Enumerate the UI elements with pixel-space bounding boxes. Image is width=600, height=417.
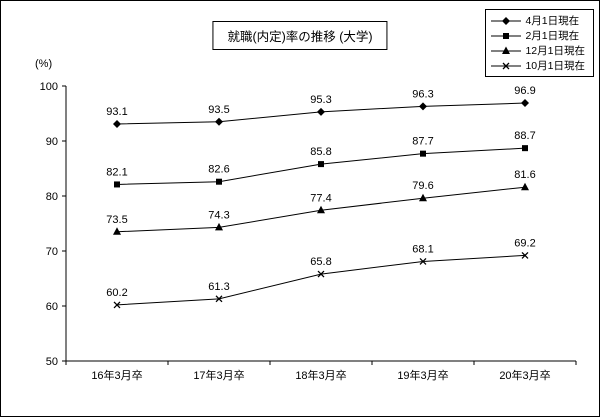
legend-label: 4月1日現在 — [525, 15, 580, 27]
data-point-label: 73.5 — [106, 214, 127, 226]
chart-legend: 4月1日現在 2月1日現在 12月1日現在 10月1日現在 — [485, 9, 594, 77]
diamond-marker-icon — [215, 117, 223, 126]
x-marker-icon — [503, 62, 510, 69]
diamond-marker-icon — [502, 16, 511, 25]
triangle-marker-icon — [215, 222, 223, 231]
diamond-marker-icon — [521, 99, 529, 108]
triangle-marker-icon — [317, 205, 325, 214]
square-marker-icon — [522, 145, 528, 152]
diamond-marker-icon — [113, 119, 121, 128]
triangle-marker-icon — [502, 46, 511, 54]
x-marker-icon — [317, 270, 325, 278]
x-marker-icon — [491, 62, 522, 69]
data-point-label: 81.6 — [514, 169, 535, 181]
x-category-label: 17年3月卒 — [193, 368, 244, 382]
data-point-label: 60.2 — [106, 287, 127, 299]
legend-label: 12月1日現在 — [525, 45, 585, 57]
data-point-label: 87.7 — [412, 136, 433, 148]
square-marker-icon — [503, 32, 510, 39]
y-tick-label: 90 — [46, 136, 58, 148]
chart-title: 就職(内定)率の推移 (大学) — [212, 21, 388, 50]
y-axis-unit-label: (%) — [35, 58, 53, 70]
data-point-label: 77.4 — [310, 192, 331, 204]
data-point-label: 69.2 — [514, 237, 535, 249]
data-point-label: 74.3 — [208, 209, 229, 221]
data-point-label: 96.9 — [514, 85, 535, 97]
data-point-label: 93.5 — [208, 104, 229, 116]
y-tick-label: 80 — [46, 191, 58, 203]
y-tick-label: 70 — [46, 246, 58, 258]
data-point-label: 65.8 — [310, 256, 331, 268]
x-category-label: 18年3月卒 — [295, 368, 346, 382]
x-marker-icon — [215, 295, 223, 303]
triangle-marker-icon — [491, 46, 522, 54]
diamond-marker-icon — [491, 16, 522, 25]
triangle-marker-icon — [113, 227, 121, 235]
diamond-marker-icon — [419, 102, 427, 111]
legend-item-x: 10月1日現在 — [491, 58, 585, 73]
diamond-marker-icon — [317, 107, 325, 116]
data-point-label: 82.1 — [106, 166, 127, 178]
square-marker-icon — [491, 32, 522, 39]
data-point-label: 82.6 — [208, 164, 229, 176]
data-point-label: 79.6 — [412, 180, 433, 192]
x-marker-icon — [113, 301, 121, 309]
y-tick-label: 60 — [46, 301, 58, 313]
legend-label: 10月1日現在 — [525, 60, 585, 72]
square-marker-icon — [420, 150, 426, 157]
legend-item-triangle: 12月1日現在 — [491, 43, 585, 58]
triangle-marker-icon — [419, 193, 427, 202]
data-point-label: 61.3 — [208, 281, 229, 293]
data-point-label: 88.7 — [514, 130, 535, 142]
x-category-label: 20年3月卒 — [499, 368, 550, 382]
square-marker-icon — [114, 181, 120, 188]
data-point-label: 85.8 — [310, 146, 331, 158]
square-marker-icon — [318, 161, 324, 168]
data-point-label: 68.1 — [412, 243, 433, 255]
x-marker-icon — [419, 257, 427, 265]
data-point-label: 93.1 — [106, 106, 127, 118]
data-point-label: 96.3 — [412, 88, 433, 100]
x-category-label: 19年3月卒 — [397, 368, 448, 382]
x-marker-icon — [521, 251, 529, 259]
legend-label: 2月1日現在 — [525, 30, 580, 42]
legend-item-square: 2月1日現在 — [491, 28, 585, 43]
data-point-label: 95.3 — [310, 94, 331, 106]
y-tick-label: 100 — [40, 81, 58, 93]
x-category-label: 16年3月卒 — [91, 368, 142, 382]
square-marker-icon — [216, 178, 222, 185]
legend-item-diamond: 4月1日現在 — [491, 13, 585, 28]
y-tick-label: 50 — [46, 356, 58, 368]
triangle-marker-icon — [521, 182, 529, 191]
